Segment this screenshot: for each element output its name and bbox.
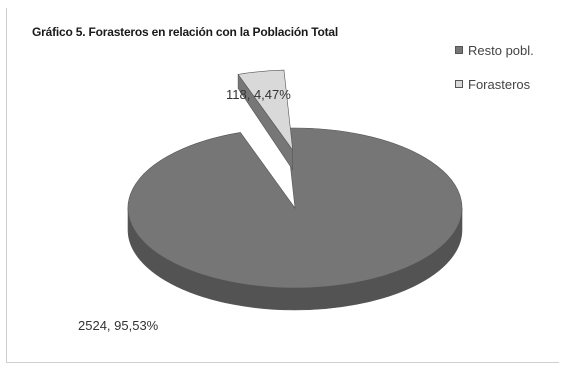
legend-item-forasteros: Forasteros: [455, 74, 534, 94]
legend-label-resto: Resto pobl.: [468, 42, 534, 58]
pie-slice-0: [127, 127, 463, 289]
data-label-forasteros: 118, 4,47%: [226, 87, 291, 102]
legend-swatch-resto: [455, 46, 463, 54]
legend-item-resto: Resto pobl.: [455, 40, 534, 60]
chart-frame: [6, 8, 559, 363]
chart-title: Gráfico 5. Forasteros en relación con la…: [32, 25, 338, 39]
pie-slice-top-0: [127, 127, 463, 289]
legend-swatch-forasteros: [455, 80, 463, 88]
data-label-resto: 2524, 95,53%: [78, 318, 159, 333]
chart-legend: Resto pobl. Forasteros: [455, 40, 534, 108]
legend-label-forasteros: Forasteros: [468, 76, 531, 92]
pie-slice-1: [237, 69, 294, 171]
pie-slice-top-1: [237, 69, 294, 152]
